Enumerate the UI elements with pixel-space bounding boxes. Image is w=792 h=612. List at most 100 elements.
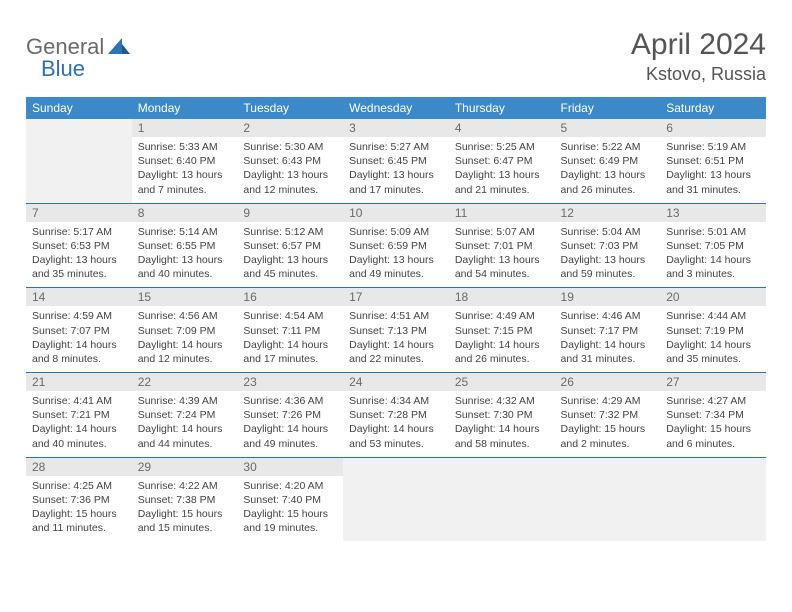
day-cell: 21Sunrise: 4:41 AMSunset: 7:21 PMDayligh… <box>26 373 132 458</box>
day-number: 3 <box>343 119 449 137</box>
day-number: 9 <box>237 204 343 222</box>
day-number: 17 <box>343 288 449 306</box>
calendar-row: 21Sunrise: 4:41 AMSunset: 7:21 PMDayligh… <box>26 373 766 458</box>
day-info: Sunrise: 5:19 AMSunset: 6:51 PMDaylight:… <box>660 137 766 203</box>
day-number: 22 <box>132 373 238 391</box>
day-cell: 15Sunrise: 4:56 AMSunset: 7:09 PMDayligh… <box>132 288 238 373</box>
logo-triangle-icon <box>108 38 130 59</box>
day-info: Sunrise: 5:30 AMSunset: 6:43 PMDaylight:… <box>237 137 343 203</box>
day-cell: 1Sunrise: 5:33 AMSunset: 6:40 PMDaylight… <box>132 119 238 203</box>
day-info: Sunrise: 4:27 AMSunset: 7:34 PMDaylight:… <box>660 391 766 457</box>
day-number: 4 <box>449 119 555 137</box>
day-cell: 5Sunrise: 5:22 AMSunset: 6:49 PMDaylight… <box>555 119 661 203</box>
empty-cell <box>449 457 555 541</box>
day-number: 23 <box>237 373 343 391</box>
day-cell: 29Sunrise: 4:22 AMSunset: 7:38 PMDayligh… <box>132 457 238 541</box>
day-info: Sunrise: 5:17 AMSunset: 6:53 PMDaylight:… <box>26 222 132 288</box>
day-number: 15 <box>132 288 238 306</box>
day-cell: 25Sunrise: 4:32 AMSunset: 7:30 PMDayligh… <box>449 373 555 458</box>
day-number: 19 <box>555 288 661 306</box>
day-info: Sunrise: 5:07 AMSunset: 7:01 PMDaylight:… <box>449 222 555 288</box>
day-info: Sunrise: 5:09 AMSunset: 6:59 PMDaylight:… <box>343 222 449 288</box>
day-header-row: Sunday Monday Tuesday Wednesday Thursday… <box>26 97 766 119</box>
day-info: Sunrise: 4:25 AMSunset: 7:36 PMDaylight:… <box>26 476 132 542</box>
calendar-row: 7Sunrise: 5:17 AMSunset: 6:53 PMDaylight… <box>26 203 766 288</box>
day-cell: 19Sunrise: 4:46 AMSunset: 7:17 PMDayligh… <box>555 288 661 373</box>
col-wed: Wednesday <box>343 97 449 119</box>
day-cell: 14Sunrise: 4:59 AMSunset: 7:07 PMDayligh… <box>26 288 132 373</box>
col-sun: Sunday <box>26 97 132 119</box>
day-number: 27 <box>660 373 766 391</box>
col-tue: Tuesday <box>237 97 343 119</box>
day-info: Sunrise: 4:36 AMSunset: 7:26 PMDaylight:… <box>237 391 343 457</box>
calendar-row: 14Sunrise: 4:59 AMSunset: 7:07 PMDayligh… <box>26 288 766 373</box>
day-cell: 8Sunrise: 5:14 AMSunset: 6:55 PMDaylight… <box>132 203 238 288</box>
day-cell: 13Sunrise: 5:01 AMSunset: 7:05 PMDayligh… <box>660 203 766 288</box>
col-thu: Thursday <box>449 97 555 119</box>
day-number: 10 <box>343 204 449 222</box>
calendar-table: Sunday Monday Tuesday Wednesday Thursday… <box>26 97 766 541</box>
calendar-row: 1Sunrise: 5:33 AMSunset: 6:40 PMDaylight… <box>26 119 766 203</box>
day-cell: 6Sunrise: 5:19 AMSunset: 6:51 PMDaylight… <box>660 119 766 203</box>
day-number: 2 <box>237 119 343 137</box>
day-info: Sunrise: 5:01 AMSunset: 7:05 PMDaylight:… <box>660 222 766 288</box>
day-cell: 9Sunrise: 5:12 AMSunset: 6:57 PMDaylight… <box>237 203 343 288</box>
day-number: 25 <box>449 373 555 391</box>
calendar-body: 1Sunrise: 5:33 AMSunset: 6:40 PMDaylight… <box>26 119 766 541</box>
day-cell: 2Sunrise: 5:30 AMSunset: 6:43 PMDaylight… <box>237 119 343 203</box>
empty-cell <box>343 457 449 541</box>
day-number: 13 <box>660 204 766 222</box>
day-info: Sunrise: 4:59 AMSunset: 7:07 PMDaylight:… <box>26 306 132 372</box>
day-number: 1 <box>132 119 238 137</box>
day-number: 16 <box>237 288 343 306</box>
page-title: April 2024 <box>631 28 766 62</box>
day-cell: 11Sunrise: 5:07 AMSunset: 7:01 PMDayligh… <box>449 203 555 288</box>
col-mon: Monday <box>132 97 238 119</box>
day-number: 18 <box>449 288 555 306</box>
day-number: 14 <box>26 288 132 306</box>
day-cell: 16Sunrise: 4:54 AMSunset: 7:11 PMDayligh… <box>237 288 343 373</box>
day-cell: 7Sunrise: 5:17 AMSunset: 6:53 PMDaylight… <box>26 203 132 288</box>
day-number: 7 <box>26 204 132 222</box>
day-cell: 28Sunrise: 4:25 AMSunset: 7:36 PMDayligh… <box>26 457 132 541</box>
day-cell: 12Sunrise: 5:04 AMSunset: 7:03 PMDayligh… <box>555 203 661 288</box>
day-cell: 23Sunrise: 4:36 AMSunset: 7:26 PMDayligh… <box>237 373 343 458</box>
day-cell: 26Sunrise: 4:29 AMSunset: 7:32 PMDayligh… <box>555 373 661 458</box>
empty-cell <box>555 457 661 541</box>
day-cell: 10Sunrise: 5:09 AMSunset: 6:59 PMDayligh… <box>343 203 449 288</box>
logo-text-blue: Blue <box>41 56 85 81</box>
day-info: Sunrise: 4:20 AMSunset: 7:40 PMDaylight:… <box>237 476 343 542</box>
calendar-row: 28Sunrise: 4:25 AMSunset: 7:36 PMDayligh… <box>26 457 766 541</box>
day-cell: 20Sunrise: 4:44 AMSunset: 7:19 PMDayligh… <box>660 288 766 373</box>
day-cell: 27Sunrise: 4:27 AMSunset: 7:34 PMDayligh… <box>660 373 766 458</box>
day-cell: 17Sunrise: 4:51 AMSunset: 7:13 PMDayligh… <box>343 288 449 373</box>
day-info: Sunrise: 4:39 AMSunset: 7:24 PMDaylight:… <box>132 391 238 457</box>
day-cell: 4Sunrise: 5:25 AMSunset: 6:47 PMDaylight… <box>449 119 555 203</box>
day-info: Sunrise: 4:54 AMSunset: 7:11 PMDaylight:… <box>237 306 343 372</box>
day-info: Sunrise: 5:27 AMSunset: 6:45 PMDaylight:… <box>343 137 449 203</box>
day-info: Sunrise: 5:04 AMSunset: 7:03 PMDaylight:… <box>555 222 661 288</box>
day-number: 29 <box>132 458 238 476</box>
day-info: Sunrise: 4:46 AMSunset: 7:17 PMDaylight:… <box>555 306 661 372</box>
day-info: Sunrise: 5:33 AMSunset: 6:40 PMDaylight:… <box>132 137 238 203</box>
day-info: Sunrise: 4:29 AMSunset: 7:32 PMDaylight:… <box>555 391 661 457</box>
day-number: 20 <box>660 288 766 306</box>
header: General April 2024 Kstovo, Russia <box>26 28 766 85</box>
empty-cell <box>26 119 132 203</box>
day-info: Sunrise: 4:32 AMSunset: 7:30 PMDaylight:… <box>449 391 555 457</box>
day-info: Sunrise: 5:12 AMSunset: 6:57 PMDaylight:… <box>237 222 343 288</box>
day-number: 6 <box>660 119 766 137</box>
day-number: 28 <box>26 458 132 476</box>
day-info: Sunrise: 5:22 AMSunset: 6:49 PMDaylight:… <box>555 137 661 203</box>
day-info: Sunrise: 4:22 AMSunset: 7:38 PMDaylight:… <box>132 476 238 542</box>
location-text: Kstovo, Russia <box>631 64 766 85</box>
empty-cell <box>660 457 766 541</box>
day-info: Sunrise: 4:51 AMSunset: 7:13 PMDaylight:… <box>343 306 449 372</box>
day-cell: 30Sunrise: 4:20 AMSunset: 7:40 PMDayligh… <box>237 457 343 541</box>
day-number: 21 <box>26 373 132 391</box>
day-number: 8 <box>132 204 238 222</box>
day-cell: 18Sunrise: 4:49 AMSunset: 7:15 PMDayligh… <box>449 288 555 373</box>
col-fri: Friday <box>555 97 661 119</box>
col-sat: Saturday <box>660 97 766 119</box>
header-right: April 2024 Kstovo, Russia <box>631 28 766 85</box>
